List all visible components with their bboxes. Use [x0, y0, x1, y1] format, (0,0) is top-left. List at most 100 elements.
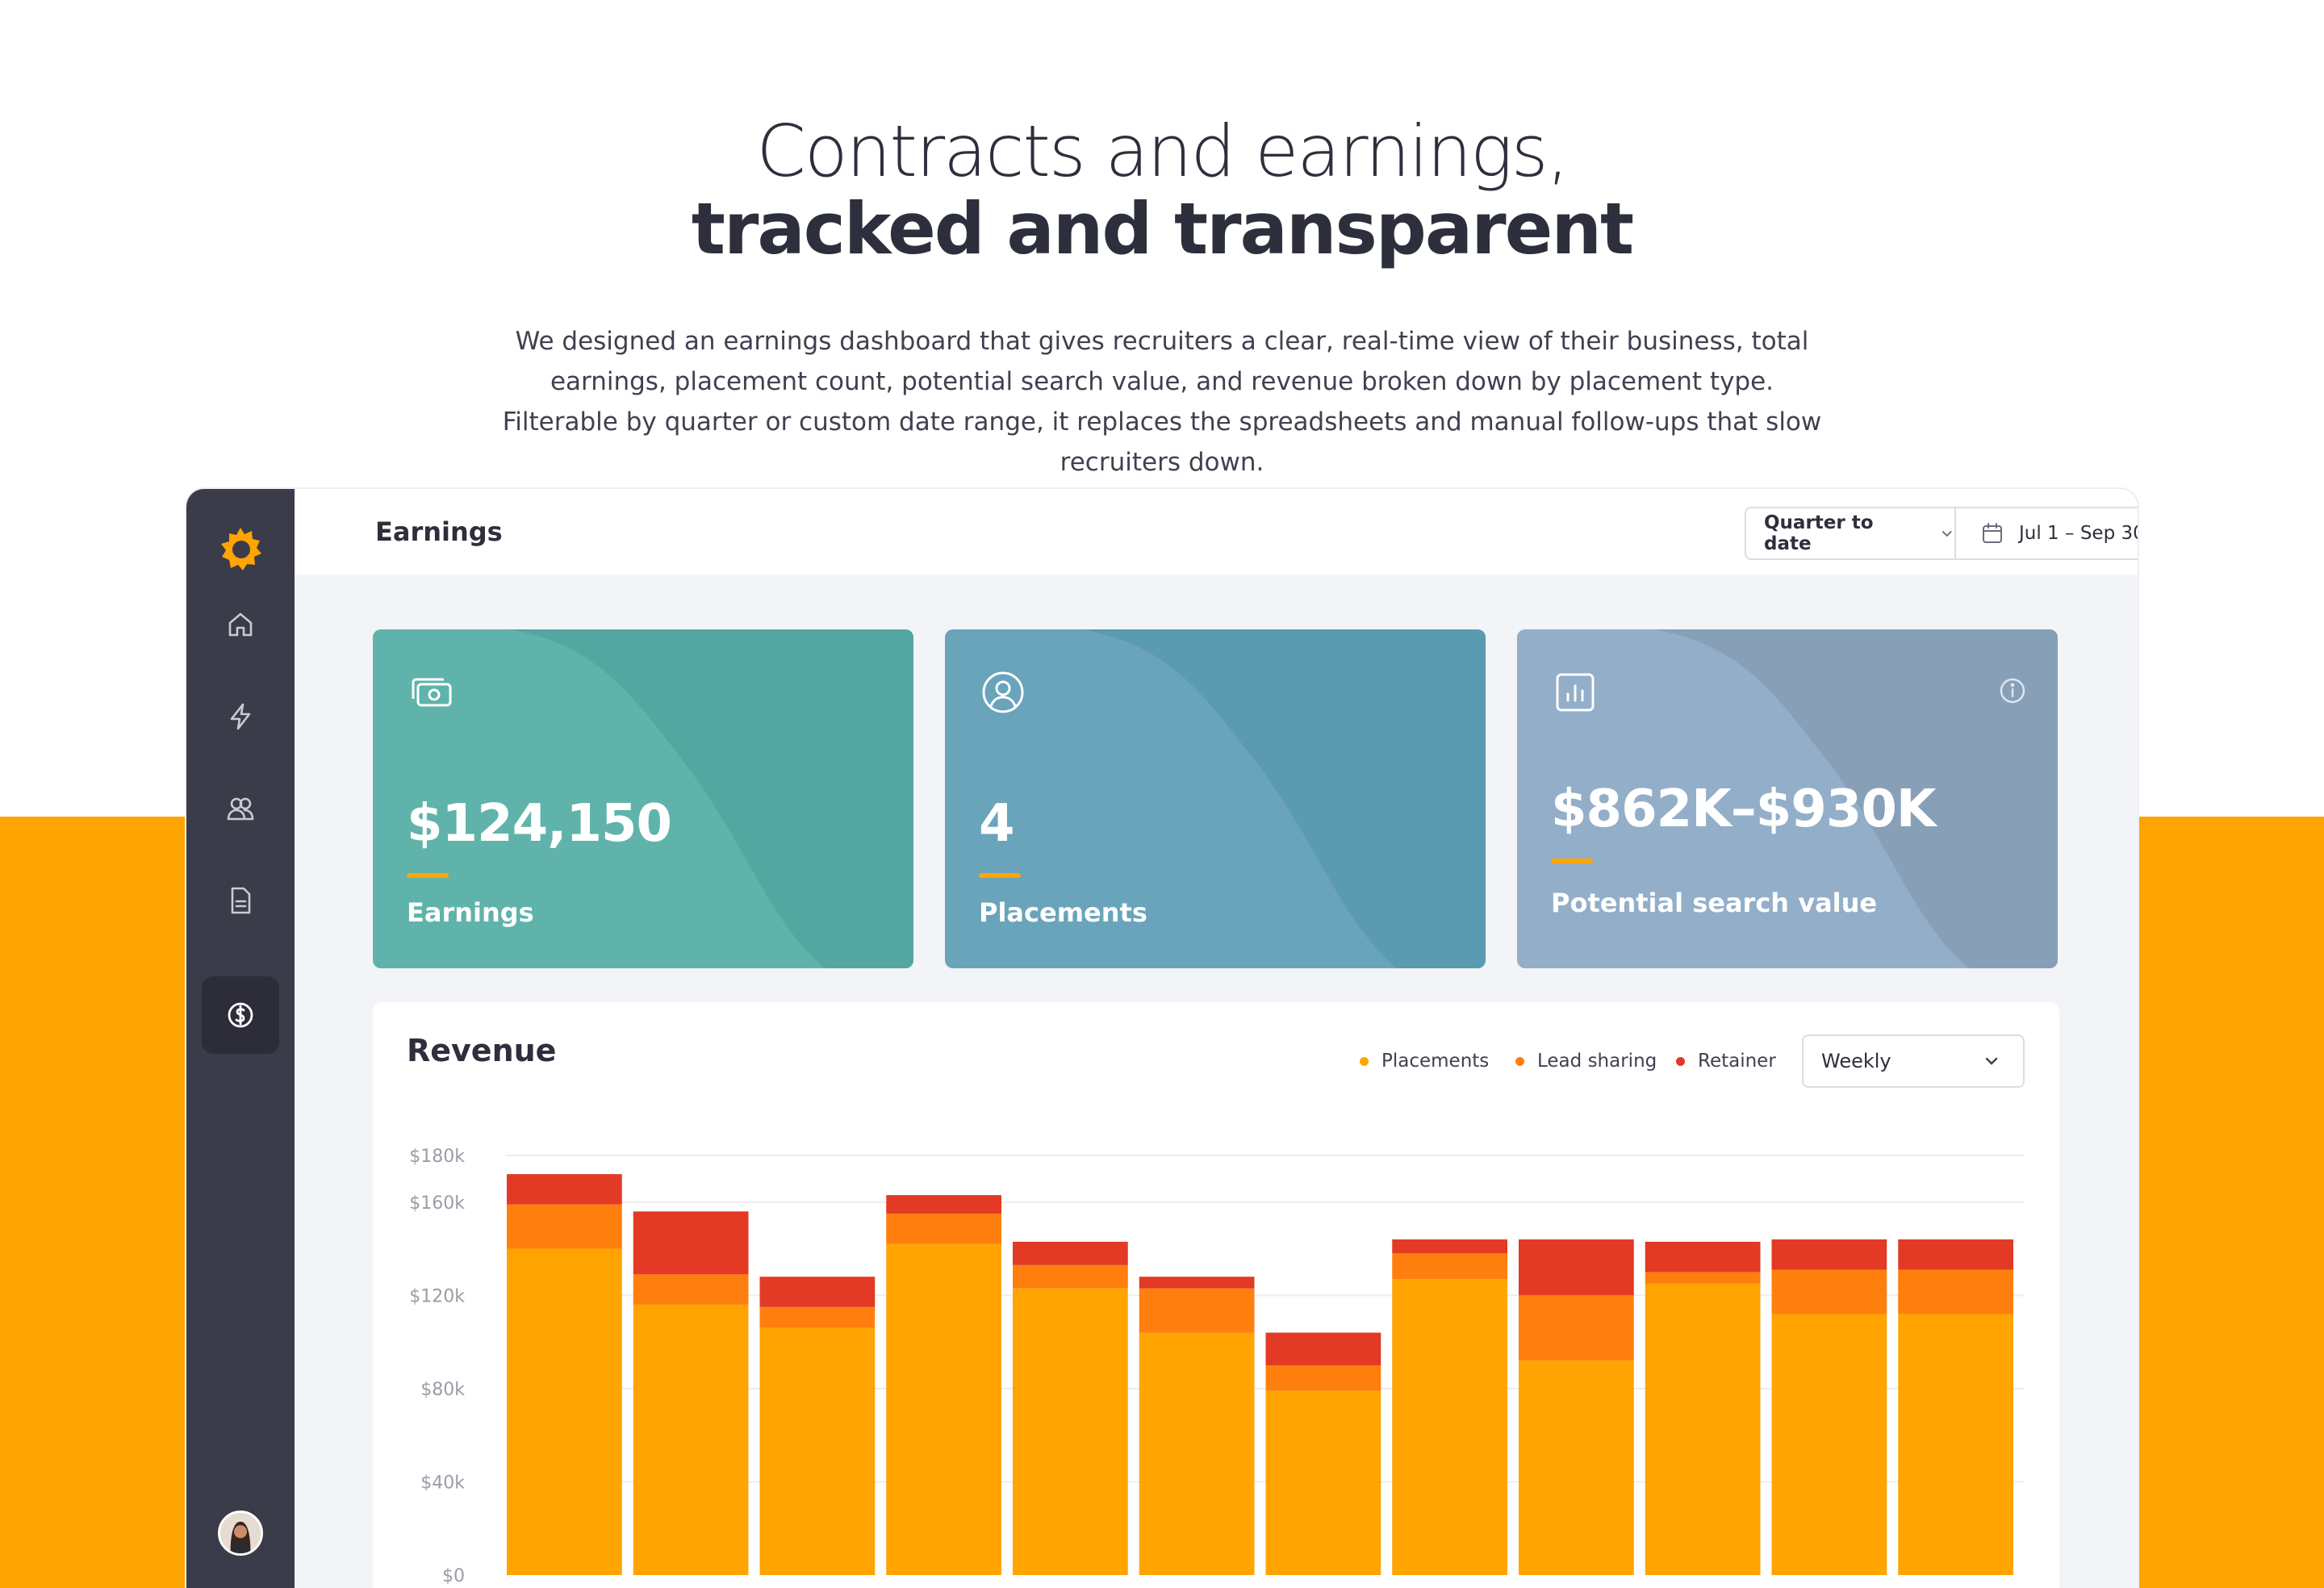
- top-bar: Earnings Quarter to date Jul 1 – Sep 30: [295, 489, 2138, 575]
- bar-lead-sharing: [633, 1274, 749, 1305]
- bar-retainer: [1519, 1239, 1634, 1296]
- legend-dot: [1360, 1056, 1369, 1066]
- legend-dot: [1676, 1056, 1685, 1066]
- bar-lead-sharing: [886, 1214, 1001, 1244]
- cash-icon: [412, 678, 452, 707]
- revenue-chart: $0 $40k $80k $120k $160k $180k: [409, 1147, 2025, 1586]
- bar-placements: [1771, 1314, 1887, 1575]
- bar-placements: [507, 1248, 622, 1575]
- lightning-icon: [230, 703, 251, 730]
- earnings-accent: [407, 873, 449, 878]
- bar-lead-sharing: [759, 1306, 876, 1328]
- legend-label: Lead sharing: [1537, 1051, 1657, 1072]
- page-title: Earnings: [375, 516, 503, 547]
- dollar-icon: [228, 1002, 253, 1028]
- earnings-label: Earnings: [407, 897, 534, 928]
- bar-placements: [633, 1304, 749, 1575]
- date-range-picker[interactable]: Jul 1 – Sep 30: [1956, 508, 2138, 558]
- bar-retainer: [1771, 1239, 1887, 1270]
- sidebar-item-home[interactable]: [202, 586, 279, 663]
- chevron-down-icon: [1985, 1057, 1998, 1065]
- earnings-value: $124,150: [407, 794, 672, 854]
- period-select-value: Quarter to date: [1764, 512, 1874, 554]
- hero-description: We designed an earnings dashboard that g…: [502, 327, 1822, 477]
- sidebar-item-earnings[interactable]: [202, 976, 279, 1054]
- placements-value: 4: [979, 794, 1015, 854]
- bar-lead-sharing: [1265, 1365, 1381, 1391]
- sidebar-item-contracts[interactable]: [202, 862, 279, 939]
- card-background: [373, 629, 913, 968]
- brand-logo-icon[interactable]: [215, 523, 266, 575]
- y-tick-label: $0: [442, 1566, 465, 1586]
- sidebar-item-activity[interactable]: [202, 678, 279, 755]
- bar-placements: [1519, 1360, 1634, 1575]
- legend-item-placements[interactable]: Placements: [1360, 1051, 1489, 1072]
- bar-chart-icon: [1556, 673, 1595, 712]
- hero-title: Contracts and earnings, tracked and tran…: [0, 111, 2324, 270]
- home-icon: [228, 612, 253, 637]
- potential-search-value-card[interactable]: $862K–$930K Potential search value: [1517, 629, 2058, 968]
- y-tick-label: $160k: [409, 1193, 465, 1214]
- bar-placements: [1645, 1283, 1761, 1575]
- bar-lead-sharing: [507, 1204, 622, 1249]
- interval-select-value: Weekly: [1821, 1050, 1891, 1072]
- earnings-card[interactable]: $124,150 Earnings: [373, 629, 913, 968]
- bar-retainer: [1392, 1239, 1507, 1254]
- bar-lead-sharing: [1392, 1253, 1507, 1280]
- date-range-value: Jul 1 – Sep 30: [2019, 523, 2138, 544]
- potential-accent: [1551, 859, 1593, 863]
- card-background: [945, 629, 1486, 968]
- bar-retainer: [886, 1195, 1001, 1214]
- legend-item-retainer[interactable]: Retainer: [1676, 1051, 1776, 1072]
- chevron-down-icon: [1942, 531, 1952, 537]
- bar-lead-sharing: [1013, 1264, 1128, 1289]
- placements-label: Placements: [979, 897, 1147, 928]
- bar-retainer: [1139, 1277, 1255, 1289]
- interval-select[interactable]: Weekly: [1802, 1034, 2025, 1088]
- bar-lead-sharing: [1645, 1272, 1761, 1284]
- period-select[interactable]: Quarter to date: [1746, 508, 1956, 558]
- sidebar-item-candidates[interactable]: [202, 770, 279, 847]
- bar-retainer: [1898, 1239, 2013, 1270]
- placements-accent: [979, 873, 1021, 878]
- bar-lead-sharing: [1519, 1295, 1634, 1361]
- document-icon: [231, 887, 251, 914]
- bar-lead-sharing: [1898, 1269, 2013, 1314]
- placements-card[interactable]: 4 Placements: [945, 629, 1486, 968]
- bar-placements: [1139, 1332, 1255, 1575]
- bar-placements: [759, 1327, 876, 1575]
- bar-retainer: [1013, 1241, 1128, 1265]
- users-icon: [227, 797, 254, 821]
- potential-search-value: $862K–$930K: [1551, 779, 1936, 839]
- revenue-panel: $0 $40k $80k $120k $160k $180k Revenue Placem…: [373, 1002, 2059, 1588]
- sidebar: [186, 489, 295, 1588]
- hero-title-line2: tracked and transparent: [691, 187, 1634, 270]
- card-background: [1517, 629, 2058, 968]
- bar-retainer: [633, 1211, 749, 1275]
- bar-retainer: [1265, 1332, 1381, 1365]
- user-avatar[interactable]: [218, 1511, 263, 1556]
- bar-placements: [1898, 1314, 2013, 1575]
- bar-lead-sharing: [1139, 1288, 1255, 1333]
- bar-retainer: [1645, 1241, 1761, 1272]
- date-filter: Quarter to date Jul 1 – Sep 30: [1745, 507, 2138, 560]
- bar-retainer: [759, 1277, 876, 1307]
- bar-lead-sharing: [1771, 1269, 1887, 1314]
- bar-placements: [1013, 1288, 1128, 1575]
- y-tick-label: $180k: [409, 1147, 465, 1167]
- y-tick-label: $120k: [409, 1286, 465, 1306]
- y-tick-label: $40k: [420, 1473, 465, 1493]
- info-icon[interactable]: [1998, 676, 2027, 705]
- bar-placements: [886, 1243, 1001, 1575]
- user-circle-icon: [982, 671, 1024, 713]
- bar-placements: [1265, 1390, 1381, 1575]
- legend-label: Placements: [1381, 1051, 1490, 1072]
- bar-retainer: [507, 1174, 622, 1205]
- legend-dot: [1515, 1056, 1524, 1066]
- y-tick-label: $80k: [420, 1380, 465, 1400]
- hero-title-line1: Contracts and earnings,: [756, 110, 1569, 193]
- potential-search-label: Potential search value: [1551, 888, 1878, 918]
- legend-item-lead-sharing[interactable]: Lead sharing: [1515, 1051, 1657, 1072]
- bar-placements: [1392, 1279, 1507, 1575]
- legend-label: Retainer: [1698, 1051, 1776, 1072]
